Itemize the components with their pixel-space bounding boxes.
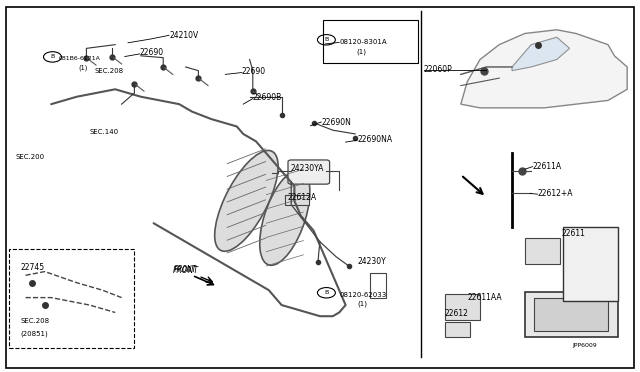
Text: SEC.200: SEC.200: [16, 154, 45, 160]
Text: SEC.208: SEC.208: [95, 68, 124, 74]
Text: B: B: [324, 37, 328, 42]
Text: FRONT: FRONT: [174, 265, 197, 274]
Text: 22611AA: 22611AA: [467, 293, 502, 302]
FancyBboxPatch shape: [288, 160, 330, 184]
Text: 22745: 22745: [20, 263, 45, 272]
FancyBboxPatch shape: [525, 238, 560, 264]
Polygon shape: [461, 30, 627, 108]
Text: 22612+A: 22612+A: [538, 189, 573, 198]
Text: 22690: 22690: [242, 67, 266, 76]
Text: 08120-8301A: 08120-8301A: [339, 39, 387, 45]
Text: (20851): (20851): [20, 331, 48, 337]
Text: 22612A: 22612A: [288, 193, 317, 202]
Text: 22690N: 22690N: [321, 118, 351, 126]
Text: 24230Y: 24230Y: [357, 257, 386, 266]
Text: 22611: 22611: [562, 229, 586, 238]
Text: 24230YA: 24230YA: [291, 164, 324, 173]
Text: SEC.208: SEC.208: [20, 318, 50, 324]
Text: B: B: [51, 54, 54, 60]
Text: B: B: [324, 290, 328, 295]
Text: 24210V: 24210V: [170, 31, 199, 40]
Ellipse shape: [214, 150, 278, 251]
Text: (1): (1): [356, 48, 367, 55]
FancyBboxPatch shape: [534, 298, 608, 331]
FancyBboxPatch shape: [563, 227, 618, 301]
Text: 22060P: 22060P: [424, 65, 452, 74]
Ellipse shape: [260, 170, 310, 265]
Text: 081B6-6121A: 081B6-6121A: [59, 56, 100, 61]
Text: FRONT: FRONT: [173, 266, 199, 275]
Text: (1): (1): [357, 301, 367, 307]
Text: 22690NA: 22690NA: [357, 135, 392, 144]
Text: 08120-62033: 08120-62033: [339, 292, 387, 298]
Text: 22690B: 22690B: [253, 93, 282, 102]
Text: JPP6009: JPP6009: [572, 343, 597, 348]
Text: SEC.140: SEC.140: [90, 129, 119, 135]
Text: (1): (1): [78, 64, 88, 71]
Text: 22612: 22612: [445, 309, 468, 318]
Polygon shape: [512, 37, 570, 71]
FancyBboxPatch shape: [285, 195, 309, 205]
FancyBboxPatch shape: [445, 294, 480, 320]
Text: 22611A: 22611A: [532, 162, 562, 171]
FancyBboxPatch shape: [525, 292, 618, 337]
FancyBboxPatch shape: [445, 322, 470, 337]
Text: 22690: 22690: [140, 48, 164, 57]
